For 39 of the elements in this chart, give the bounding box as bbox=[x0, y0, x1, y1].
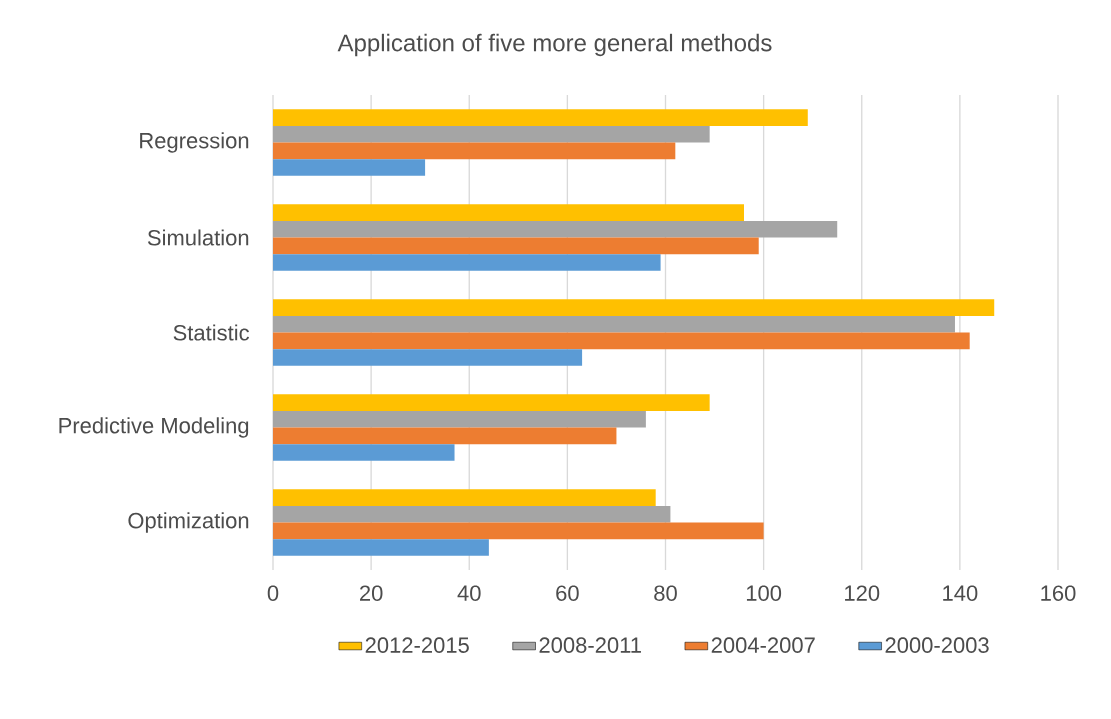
bar bbox=[273, 237, 759, 255]
bar bbox=[273, 332, 970, 350]
bar bbox=[273, 394, 710, 411]
x-tick-label: 100 bbox=[746, 585, 782, 601]
x-tick-label: 60 bbox=[556, 585, 579, 601]
x-tick-label: 120 bbox=[845, 585, 880, 601]
bar bbox=[273, 125, 710, 143]
legend-label: 2012-2015 bbox=[365, 637, 469, 653]
bar bbox=[273, 427, 617, 445]
bar bbox=[273, 299, 995, 316]
bar bbox=[273, 349, 583, 366]
bar bbox=[273, 522, 764, 540]
bar bbox=[273, 539, 489, 556]
bar bbox=[273, 204, 744, 221]
x-tick-label: 160 bbox=[1041, 585, 1076, 601]
legend-label: 2004-2007 bbox=[711, 637, 815, 653]
bar bbox=[273, 109, 808, 126]
bar bbox=[273, 444, 455, 461]
bar bbox=[273, 410, 646, 428]
bar bbox=[273, 159, 426, 176]
x-tick-label: 20 bbox=[360, 585, 383, 601]
x-tick-label: 140 bbox=[943, 585, 978, 601]
chart-title: Application of five more general methods bbox=[337, 33, 772, 57]
y-tick-label: Optimization bbox=[128, 512, 249, 533]
y-tick-label: Regression bbox=[140, 132, 249, 153]
y-tick-label: Simulation bbox=[147, 229, 249, 246]
y-tick-label: Predictive Modeling bbox=[59, 417, 249, 438]
bar bbox=[273, 315, 955, 333]
x-tick-label: 40 bbox=[457, 585, 481, 601]
y-tick-label: Statistic bbox=[173, 324, 250, 341]
legend-label: 2008-2011 bbox=[539, 637, 641, 653]
legend-label: 2000-2003 bbox=[885, 637, 989, 653]
bar bbox=[273, 254, 661, 271]
bar bbox=[273, 505, 671, 523]
x-tick-label: 0 bbox=[267, 585, 279, 601]
x-tick-label: 80 bbox=[654, 585, 677, 601]
bar bbox=[273, 220, 838, 238]
bar bbox=[273, 142, 676, 160]
bar bbox=[273, 489, 656, 506]
